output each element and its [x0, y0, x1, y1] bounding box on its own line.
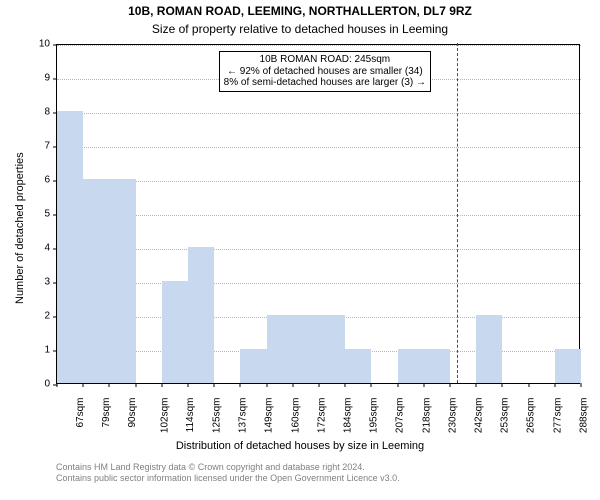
- chart-title-line2: Size of property relative to detached ho…: [0, 22, 600, 36]
- grid-line: [57, 215, 581, 217]
- histogram-bar: [345, 349, 371, 383]
- x-tick-label: 172sqm: [316, 398, 327, 434]
- y-tick-label: 6: [32, 175, 50, 186]
- x-tick-label: 230sqm: [447, 398, 458, 434]
- histogram-bar: [188, 247, 214, 383]
- x-tick-label: 79sqm: [101, 398, 112, 428]
- x-tick-label: 265sqm: [526, 398, 537, 434]
- x-tick-mark: [188, 383, 189, 387]
- annotation-box: 10B ROMAN ROAD: 245sqm← 92% of detached …: [219, 51, 431, 92]
- histogram-bar: [319, 315, 345, 383]
- annotation-line: ← 92% of detached houses are smaller (34…: [224, 66, 426, 78]
- x-tick-mark: [502, 383, 503, 387]
- annotation-line: 10B ROMAN ROAD: 245sqm: [224, 54, 426, 66]
- x-tick-label: 218sqm: [421, 398, 432, 434]
- histogram-bar: [424, 349, 450, 383]
- histogram-bar: [398, 349, 424, 383]
- x-tick-label: 195sqm: [369, 398, 380, 434]
- x-tick-mark: [214, 383, 215, 387]
- x-tick-mark: [266, 383, 267, 387]
- y-tick-label: 4: [32, 243, 50, 254]
- y-tick-label: 9: [32, 73, 50, 84]
- y-tick-label: 8: [32, 107, 50, 118]
- grid-line: [57, 113, 581, 115]
- chart-container: 10B, ROMAN ROAD, LEEMING, NORTHALLERTON,…: [0, 0, 600, 500]
- grid-line: [57, 181, 581, 183]
- x-tick-mark: [135, 383, 136, 387]
- x-tick-mark: [161, 383, 162, 387]
- x-tick-label: 160sqm: [290, 398, 301, 434]
- y-tick-label: 3: [32, 277, 50, 288]
- y-tick-label: 10: [32, 39, 50, 50]
- x-tick-mark: [57, 383, 58, 387]
- histogram-bar: [476, 315, 502, 383]
- x-tick-label: 288sqm: [578, 398, 589, 434]
- x-tick-mark: [450, 383, 451, 387]
- grid-line: [57, 45, 581, 47]
- x-tick-label: 137sqm: [238, 398, 249, 434]
- attribution-line: Contains public sector information licen…: [56, 473, 400, 484]
- x-tick-label: 207sqm: [395, 398, 406, 434]
- y-tick-mark: [53, 79, 57, 80]
- histogram-bar: [293, 315, 319, 383]
- attribution-line: Contains HM Land Registry data © Crown c…: [56, 462, 400, 473]
- x-tick-mark: [292, 383, 293, 387]
- x-tick-mark: [109, 383, 110, 387]
- histogram-bar: [109, 179, 135, 383]
- y-tick-mark: [53, 45, 57, 46]
- x-tick-label: 253sqm: [500, 398, 511, 434]
- annotation-line: 8% of semi-detached houses are larger (3…: [224, 77, 426, 89]
- x-tick-label: 102sqm: [159, 398, 170, 434]
- x-tick-label: 277sqm: [552, 398, 563, 434]
- y-tick-label: 2: [32, 311, 50, 322]
- plot-area: 10B ROMAN ROAD: 245sqm← 92% of detached …: [56, 44, 580, 384]
- x-tick-mark: [345, 383, 346, 387]
- x-tick-label: 125sqm: [212, 398, 223, 434]
- y-tick-label: 5: [32, 209, 50, 220]
- chart-title-line1: 10B, ROMAN ROAD, LEEMING, NORTHALLERTON,…: [0, 4, 600, 18]
- x-tick-label: 67sqm: [75, 398, 86, 428]
- histogram-bar: [267, 315, 293, 383]
- x-tick-mark: [476, 383, 477, 387]
- x-tick-mark: [83, 383, 84, 387]
- y-tick-label: 1: [32, 345, 50, 356]
- x-tick-label: 114sqm: [185, 398, 196, 433]
- x-tick-mark: [423, 383, 424, 387]
- x-tick-mark: [554, 383, 555, 387]
- x-axis-label: Distribution of detached houses by size …: [0, 440, 600, 452]
- y-tick-label: 7: [32, 141, 50, 152]
- x-tick-mark: [528, 383, 529, 387]
- histogram-bar: [83, 179, 109, 383]
- grid-line: [57, 283, 581, 285]
- y-tick-label: 0: [32, 379, 50, 390]
- x-tick-mark: [581, 383, 582, 387]
- x-tick-label: 149sqm: [264, 398, 275, 434]
- histogram-bar: [57, 111, 83, 383]
- grid-line: [57, 147, 581, 149]
- histogram-bar: [555, 349, 581, 383]
- x-tick-label: 90sqm: [127, 398, 138, 428]
- property-marker-line: [457, 43, 458, 383]
- attribution-text: Contains HM Land Registry data © Crown c…: [56, 462, 400, 484]
- x-tick-mark: [319, 383, 320, 387]
- x-tick-label: 184sqm: [343, 398, 354, 434]
- histogram-bar: [162, 281, 188, 383]
- x-tick-mark: [240, 383, 241, 387]
- y-axis-label: Number of detached properties: [14, 152, 26, 304]
- grid-line: [57, 249, 581, 251]
- histogram-bar: [240, 349, 266, 383]
- x-tick-mark: [397, 383, 398, 387]
- x-tick-label: 242sqm: [474, 398, 485, 434]
- x-tick-mark: [371, 383, 372, 387]
